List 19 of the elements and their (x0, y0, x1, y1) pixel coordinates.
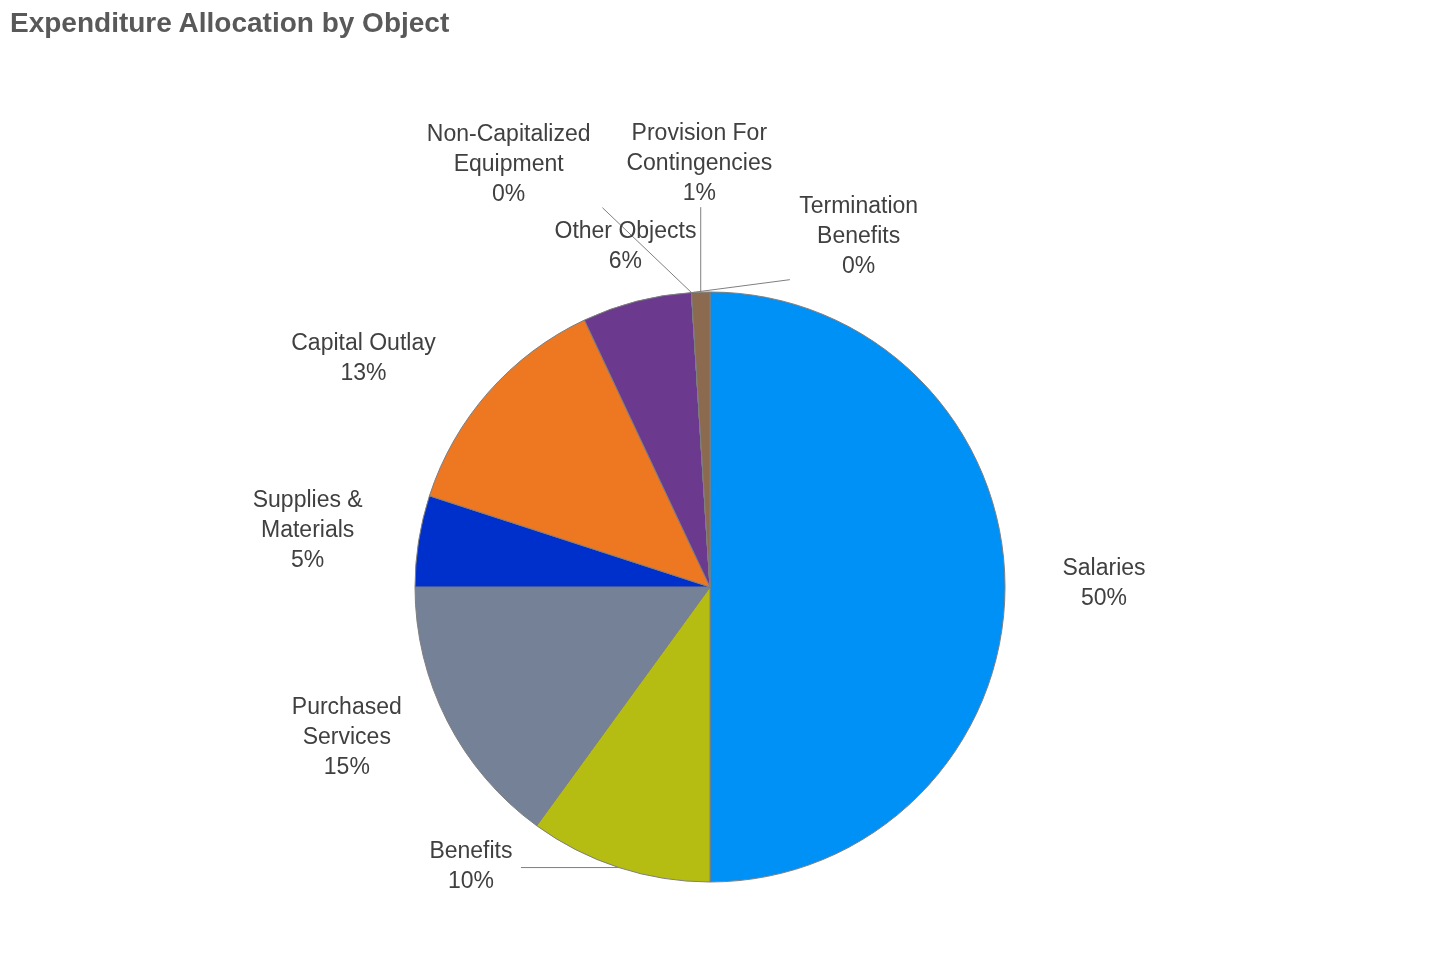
chart-title: Expenditure Allocation by Object (10, 7, 450, 38)
data-label: 15% (323, 753, 370, 780)
category-label: Termination Benefits (799, 191, 919, 248)
data-label: 13% (340, 359, 387, 386)
slice-label: Purchased Services (291, 693, 402, 750)
text: 0% (842, 251, 876, 278)
data-label: 6% (608, 246, 643, 273)
slice-label: Salaries (1062, 554, 1146, 580)
category-label: Non-Capitalized Equipment (426, 119, 591, 176)
data-label: 10% (447, 867, 494, 894)
slice-label: Capital Outlay (291, 329, 437, 356)
slice-label: Benefits (429, 837, 513, 864)
data-label: 5% (291, 545, 325, 572)
slice-label: Other Objects (554, 216, 697, 243)
data-label: 1% (682, 179, 716, 206)
data-label: 50% (1080, 584, 1128, 610)
slice-label: Provision For Contingencies (626, 119, 773, 176)
text: 0% (492, 179, 526, 206)
slice-label: Supplies & Materials (252, 485, 363, 542)
